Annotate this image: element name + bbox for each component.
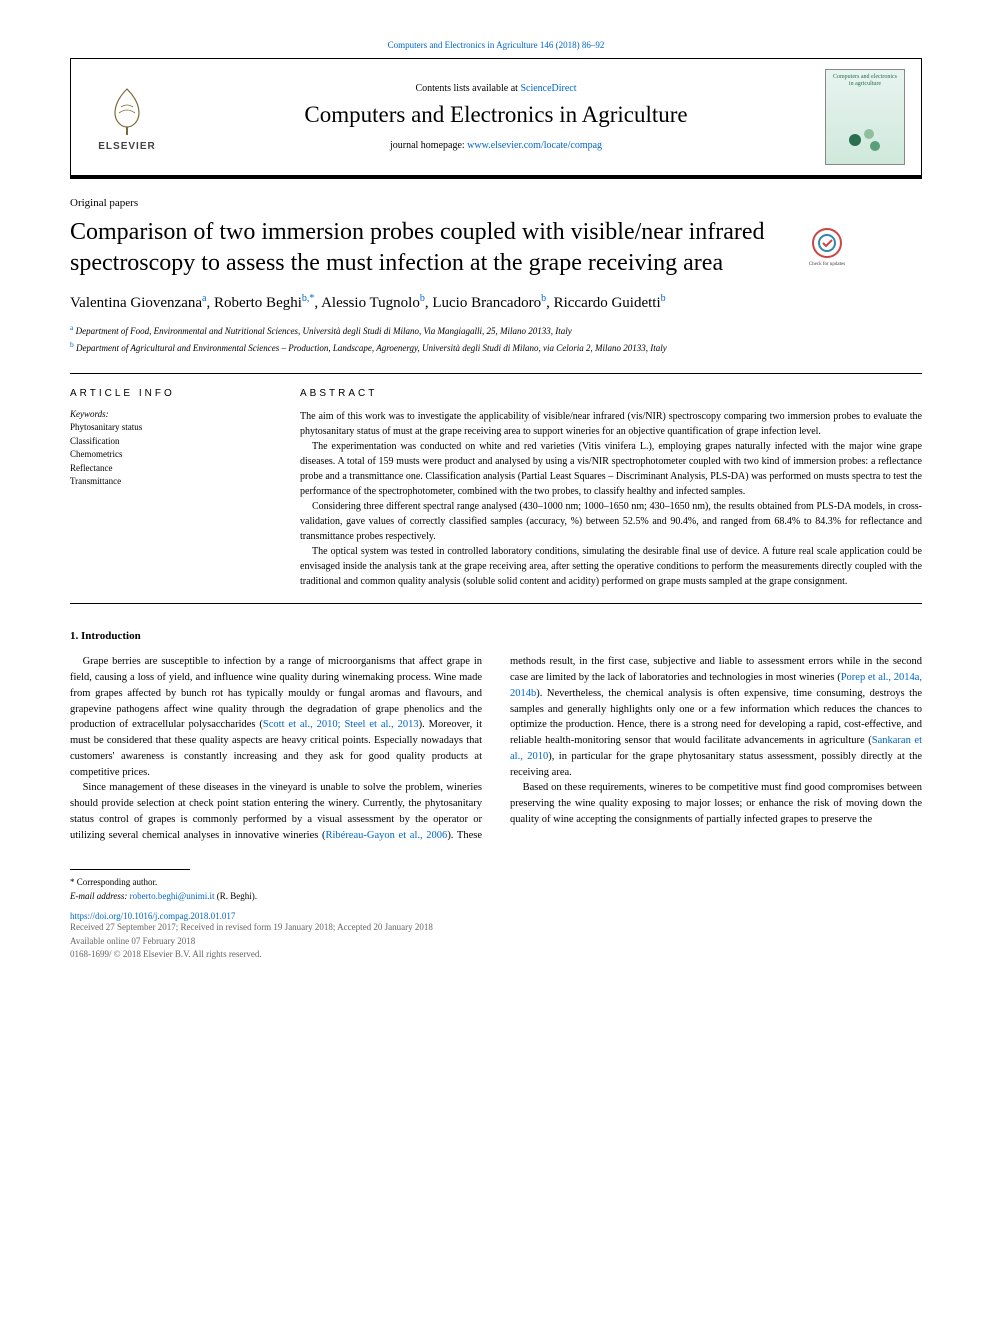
issue-link[interactable]: Computers and Electronics in Agriculture… xyxy=(388,40,605,50)
ref-link[interactable]: Scott et al., 2010; Steel et al., 2013 xyxy=(263,719,419,730)
email-line: E-mail address: roberto.beghi@unimi.it (… xyxy=(70,890,922,904)
body-paragraph: Grape berries are susceptible to infecti… xyxy=(70,654,482,780)
cover-art-icon xyxy=(835,120,895,160)
abstract-paragraph: The experimentation was conducted on whi… xyxy=(300,439,922,499)
publisher-mark: ELSEVIER xyxy=(98,141,155,152)
affiliations: a Department of Food, Environmental and … xyxy=(70,322,922,355)
masthead-rule xyxy=(70,176,922,179)
body-text: Grape berries are susceptible to infecti… xyxy=(70,654,922,843)
journal-name: Computers and Electronics in Agriculture xyxy=(167,102,825,128)
abstract-head: ABSTRACT xyxy=(300,388,922,399)
body-paragraph: Based on these requirements, wineres to … xyxy=(510,780,922,827)
article-info: ARTICLE INFO Keywords: Phytosanitary sta… xyxy=(70,388,270,589)
svg-text:Check for updates: Check for updates xyxy=(809,262,845,267)
affiliation: b Department of Agricultural and Environ… xyxy=(70,339,922,356)
article-title: Comparison of two immersion probes coupl… xyxy=(70,217,922,279)
ref-link[interactable]: Porep et al., 2014a, 2014b xyxy=(510,672,922,699)
homepage-link[interactable]: www.elsevier.com/locate/compag xyxy=(467,140,602,151)
received-line: Received 27 September 2017; Received in … xyxy=(70,921,922,935)
masthead: ELSEVIER Contents lists available at Sci… xyxy=(70,58,922,176)
article-type: Original papers xyxy=(70,197,922,209)
corresponding-note: * Corresponding author. xyxy=(70,876,922,890)
contents-line: Contents lists available at ScienceDirec… xyxy=(167,83,825,94)
affiliation: a Department of Food, Environmental and … xyxy=(70,322,922,339)
journal-homepage: journal homepage: www.elsevier.com/locat… xyxy=(167,140,825,151)
authors: Valentina Giovenzanaa, Roberto Beghib,*,… xyxy=(70,293,922,312)
keyword: Phytosanitary status xyxy=(70,421,270,435)
contents-pre: Contents lists available at xyxy=(415,83,520,94)
journal-cover: Computers and electronics in agriculture xyxy=(825,69,905,165)
abstract: ABSTRACT The aim of this work was to inv… xyxy=(300,388,922,589)
publisher-logo: ELSEVIER xyxy=(87,83,167,152)
copyright-line: 0168-1699/ © 2018 Elsevier B.V. All righ… xyxy=(70,948,922,962)
abstract-end-rule xyxy=(70,603,922,604)
article-info-head: ARTICLE INFO xyxy=(70,388,270,399)
keyword: Chemometrics xyxy=(70,448,270,462)
abstract-paragraph: Considering three different spectral ran… xyxy=(300,499,922,544)
section-head: 1. Introduction xyxy=(70,630,922,642)
available-line: Available online 07 February 2018 xyxy=(70,935,922,949)
email-link[interactable]: roberto.beghi@unimi.it xyxy=(130,891,215,901)
ref-link[interactable]: Ribéreau-Gayon et al., 2006 xyxy=(325,830,447,841)
sciencedirect-link[interactable]: ScienceDirect xyxy=(520,83,576,94)
abstract-paragraph: The optical system was tested in control… xyxy=(300,544,922,589)
footnote-rule xyxy=(70,869,190,870)
keyword: Reflectance xyxy=(70,462,270,476)
keyword: Classification xyxy=(70,435,270,449)
keywords-list: Phytosanitary statusClassificationChemom… xyxy=(70,421,270,489)
homepage-pre: journal homepage: xyxy=(390,140,467,151)
keyword: Transmittance xyxy=(70,475,270,489)
keywords-label: Keywords: xyxy=(70,409,270,419)
check-updates-icon[interactable]: Check for updates xyxy=(802,223,852,273)
email-post: (R. Beghi). xyxy=(214,891,257,901)
elsevier-tree-icon xyxy=(99,83,155,139)
doi-link[interactable]: https://doi.org/10.1016/j.compag.2018.01… xyxy=(70,911,235,921)
ref-link[interactable]: Sankaran et al., 2010 xyxy=(510,735,922,762)
cover-title: Computers and electronics in agriculture xyxy=(830,74,900,88)
email-label: E-mail address: xyxy=(70,891,130,901)
info-rule xyxy=(70,373,922,374)
abstract-paragraph: The aim of this work was to investigate … xyxy=(300,409,922,439)
